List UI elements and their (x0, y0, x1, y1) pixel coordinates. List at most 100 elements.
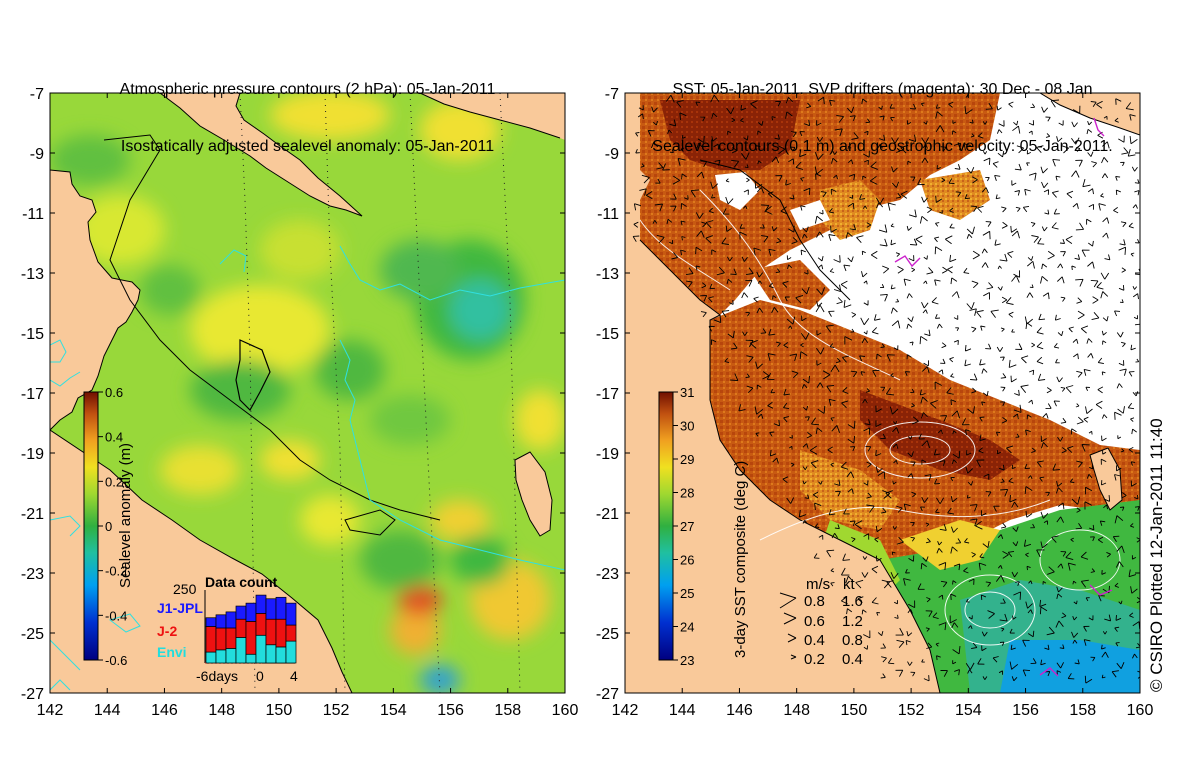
velocity-arrow (814, 502, 822, 511)
velocity-arrow (905, 639, 911, 646)
left-lon-tick: 154 (380, 702, 407, 719)
velocity-arrow (799, 351, 808, 360)
velocity-arrow (1008, 477, 1014, 484)
velocity-arrow (887, 202, 896, 211)
velocity-arrow (834, 479, 841, 486)
velocity-arrow (655, 178, 661, 184)
velocity-arrow (1096, 281, 1104, 290)
velocity-arrow (1134, 268, 1140, 276)
velocity-arrow (894, 600, 898, 605)
velocity-arrow (951, 291, 960, 299)
velocity-arrow (1009, 495, 1017, 503)
velocity-arrow (1030, 658, 1037, 665)
velocity-arrow (745, 279, 753, 287)
velocity-arrow (910, 521, 915, 527)
velocity-arrow (895, 252, 901, 257)
velocity-arrow (1097, 386, 1104, 394)
velocity-arrow (1000, 522, 1007, 529)
left-lat-tick: -25 (21, 626, 44, 643)
velocity-arrow (1103, 504, 1109, 510)
velocity-arrow (874, 537, 879, 543)
velocity-arrow (1120, 448, 1125, 453)
velocity-arrow (1041, 106, 1049, 113)
velocity-arrow (1115, 615, 1122, 621)
velocity-arrow (906, 354, 912, 360)
velocity-arrow (1129, 136, 1138, 145)
velocity-arrow (810, 460, 819, 469)
left-lat-tick: -9 (30, 146, 44, 163)
velocity-arrow (730, 373, 739, 382)
velocity-arrow (1045, 671, 1051, 677)
velocity-arrow (809, 445, 818, 455)
velocity-arrow (994, 239, 1001, 246)
velocity-arrow (1132, 204, 1138, 209)
velocity-arrow (843, 264, 851, 272)
velocity-arrow (1042, 581, 1047, 585)
velocity-arrow (979, 553, 985, 559)
velocity-arrow (849, 115, 856, 121)
data-count-bar-j1 (265, 598, 277, 620)
velocity-arrow (1101, 157, 1109, 164)
velocity-arrow (908, 600, 916, 608)
velocity-arrow (882, 265, 890, 274)
velocity-arrow (708, 207, 714, 214)
velocity-arrow (1119, 368, 1127, 376)
velocity-arrow (1087, 188, 1094, 195)
velocity-arrow (1060, 417, 1067, 424)
velocity-arrow (1120, 221, 1127, 228)
sst-cb-tick: 26 (680, 553, 694, 568)
velocity-arrow (952, 120, 957, 124)
velocity-arrow (863, 533, 870, 540)
velocity-arrow (1028, 172, 1037, 181)
velocity-arrow (833, 255, 841, 263)
legend-j2: J-2 (157, 623, 177, 639)
velocity-arrow (1031, 235, 1039, 243)
velocity-arrow (895, 298, 900, 303)
velocity-arrow (1026, 292, 1034, 298)
velocity-arrow (1096, 100, 1103, 109)
velocity-arrow (828, 208, 835, 214)
velocity-arrow (866, 222, 872, 228)
velocity-arrow (924, 474, 932, 481)
velocity-arrow (721, 310, 730, 318)
velocity-arrow (875, 405, 882, 413)
velocity-arrow (730, 268, 737, 275)
velocity-arrow (854, 520, 863, 530)
vel-arrow-06 (783, 612, 797, 625)
velocity-arrow (971, 326, 977, 333)
velocity-arrow (863, 630, 871, 639)
right-lon-tick: 146 (726, 702, 753, 719)
velocity-arrow (1057, 502, 1065, 510)
velocity-arrow (635, 132, 640, 137)
velocity-arrow (949, 615, 957, 624)
velocity-arrow (1100, 272, 1110, 280)
velocity-arrow (881, 656, 887, 663)
velocity-arrow (964, 359, 971, 367)
right-title-line1: SST: 05-Jan-2011. SVP drifters (magenta)… (672, 81, 1093, 98)
velocity-arrow (934, 279, 941, 286)
velocity-arrow (701, 221, 707, 228)
velocity-arrow (908, 435, 913, 440)
velocity-arrow (828, 310, 835, 317)
left-lon-tick: 148 (208, 702, 235, 719)
velocity-arrow (769, 449, 777, 457)
velocity-arrow (949, 254, 957, 263)
velocity-arrow (753, 296, 759, 303)
velocity-arrow (806, 432, 812, 439)
velocity-arrow (841, 567, 850, 576)
velocity-arrow (1115, 98, 1122, 105)
velocity-arrow (816, 330, 822, 336)
velocity-arrow (711, 136, 718, 142)
velocity-arrow (1067, 562, 1076, 571)
velocity-arrow (1115, 176, 1121, 181)
velocity-arrow (1047, 250, 1055, 260)
data-count-bar-j1 (205, 617, 217, 627)
velocity-arrow (637, 113, 644, 120)
velocity-arrow (804, 269, 809, 275)
velocity-arrow (890, 284, 896, 290)
velocity-arrow (770, 389, 775, 394)
velocity-arrow (817, 96, 825, 105)
velocity-arrow (1117, 435, 1122, 440)
velocity-arrow (725, 196, 734, 205)
velocity-arrow (892, 443, 899, 449)
